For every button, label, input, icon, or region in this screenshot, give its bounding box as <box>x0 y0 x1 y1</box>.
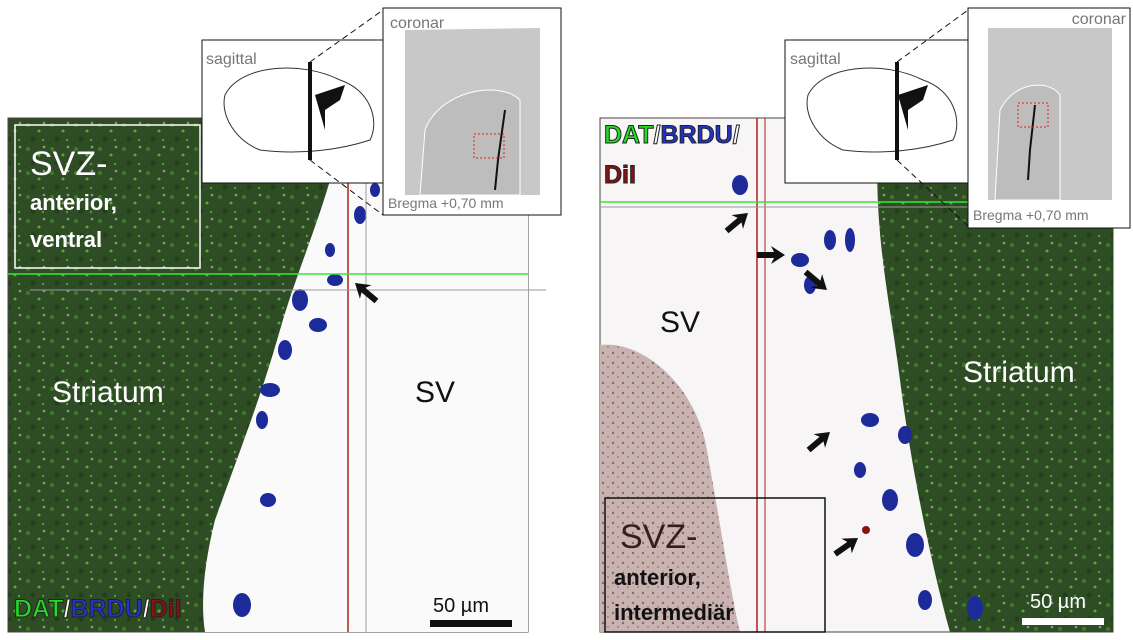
stain-sep: / <box>64 595 71 623</box>
stain-dii: DiI <box>604 161 636 189</box>
stain-legend: DAT/BRDU/DiI <box>14 595 182 623</box>
stain-sep: / <box>733 121 740 149</box>
scale-label: 50 µm <box>433 595 489 617</box>
figure: SVZ- anterior, ventral Striatum SV DAT/B… <box>0 0 1133 640</box>
stain-dat: DAT <box>604 121 654 149</box>
stain-dii: DiI <box>150 595 182 623</box>
stain-legend: DAT/BRDU/ <box>604 121 740 149</box>
region-line3: intermediär <box>614 600 734 625</box>
bregma-label: Bregma +0,70 mm <box>388 195 504 211</box>
right-panel: DAT/BRDU/ DiI SV Striatum SVZ- anterior,… <box>600 8 1130 632</box>
region-line1: SVZ- <box>30 145 107 183</box>
sv-label: SV <box>660 306 700 339</box>
scale-bar <box>1022 618 1104 625</box>
region-line2: anterior, <box>30 190 117 215</box>
scale-label: 50 µm <box>1030 591 1086 613</box>
sagittal-label: sagittal <box>206 51 257 68</box>
scale-bar <box>430 620 512 627</box>
sv-label: SV <box>415 376 455 409</box>
region-line2: anterior, <box>614 565 701 590</box>
region-line1: SVZ- <box>620 518 697 556</box>
left-panel: SVZ- anterior, ventral Striatum SV DAT/B… <box>8 8 561 632</box>
striatum-label: Striatum <box>963 356 1075 389</box>
stain-brdu: BRDU <box>70 595 142 623</box>
striatum-label: Striatum <box>52 376 164 409</box>
coronar-label: coronar <box>390 15 445 32</box>
bregma-label: Bregma +0,70 mm <box>973 207 1089 223</box>
coronar-label: coronar <box>1072 11 1127 28</box>
stain-sep: / <box>143 595 150 623</box>
region-line3: ventral <box>30 227 102 252</box>
stain-dat: DAT <box>14 595 64 623</box>
stain-brdu: BRDU <box>660 121 732 149</box>
sagittal-label: sagittal <box>790 51 841 68</box>
stain-sep: / <box>654 121 661 149</box>
